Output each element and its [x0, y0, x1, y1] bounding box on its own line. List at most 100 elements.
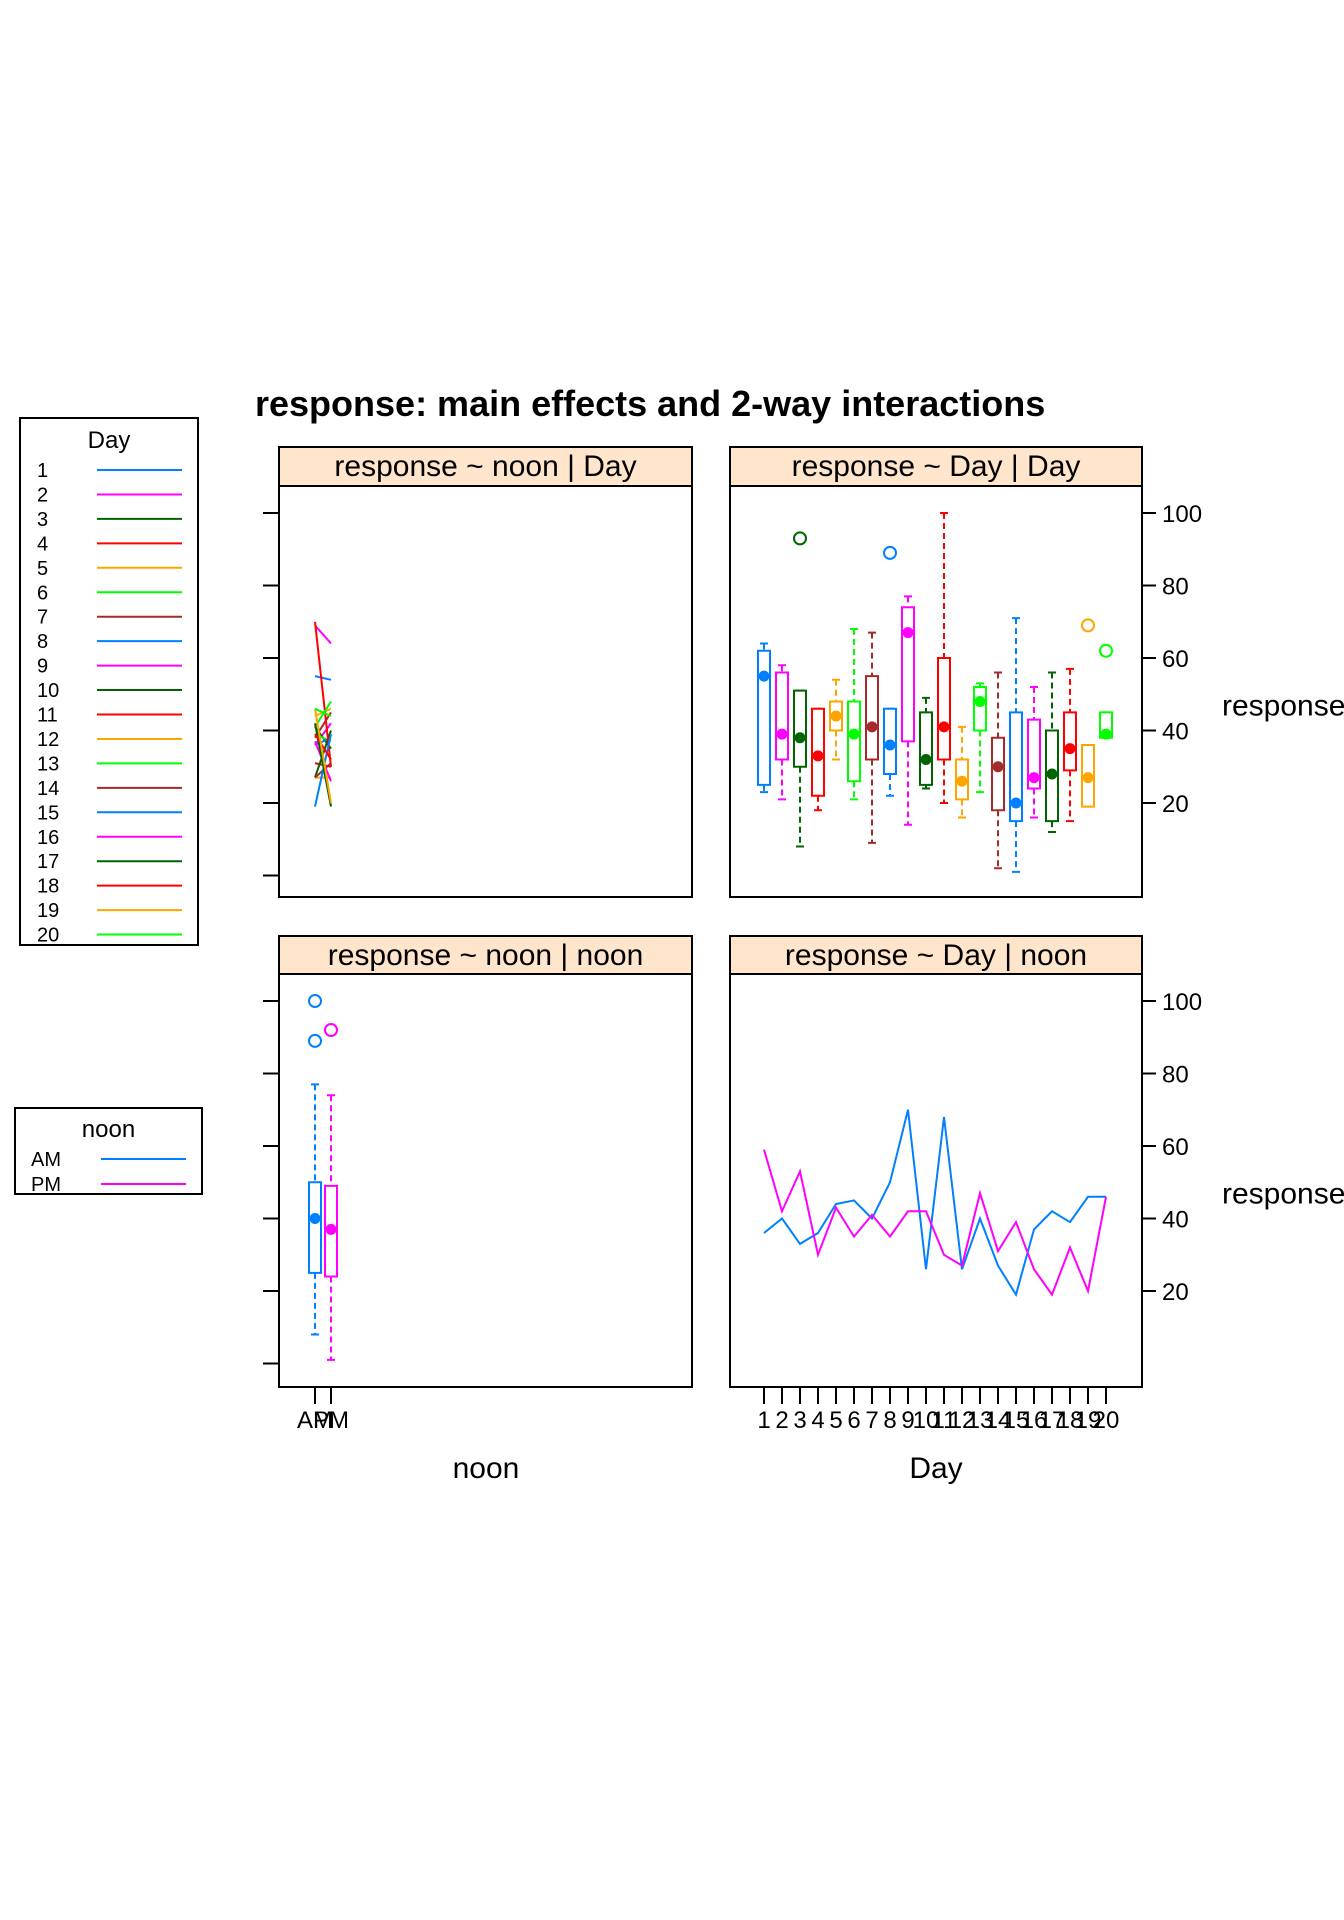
x-tick-label: 19	[1075, 1407, 1102, 1434]
median-dot	[1010, 797, 1022, 809]
box-1	[757, 642, 771, 794]
legend-label: PM	[31, 1174, 61, 1196]
median-dot	[794, 732, 806, 744]
box-body	[901, 606, 915, 743]
panel-frame	[729, 485, 1143, 898]
series-line-20	[314, 707, 332, 717]
panel-strip	[278, 446, 693, 487]
y-tick-label: 100	[1162, 989, 1202, 1016]
box-5	[829, 678, 843, 761]
x-tick-label: 3	[793, 1407, 806, 1434]
panel-marks	[314, 621, 332, 807]
median-dot	[830, 710, 842, 722]
legend-label: 8	[37, 631, 48, 653]
box-11	[937, 512, 951, 804]
panel-marks	[308, 994, 338, 1361]
box-body	[775, 671, 789, 761]
panel-marks	[757, 512, 1113, 873]
box-20	[1099, 643, 1113, 740]
median-dot	[1028, 772, 1040, 784]
legend-box	[19, 417, 199, 946]
x-tick-label: 16	[1021, 1407, 1048, 1434]
legend-label: 7	[37, 607, 48, 629]
median-dot	[956, 775, 968, 787]
x-tick-label: 11	[932, 1407, 957, 1434]
box-body	[991, 736, 1005, 812]
box-body	[757, 649, 771, 786]
panel-2: response ~ Day | Day	[729, 446, 1143, 898]
legend-label: AM	[31, 1149, 61, 1171]
y-tick-label: 80	[1162, 574, 1189, 601]
legend-label: 9	[37, 656, 48, 678]
box-2	[775, 664, 789, 801]
legend-label: 11	[37, 705, 58, 727]
box-18	[1063, 667, 1077, 823]
x-tick-label: 15	[1003, 1407, 1030, 1434]
legend-label: 14	[37, 778, 59, 800]
x-tick-label: 20	[1093, 1407, 1120, 1434]
median-dot	[920, 754, 932, 765]
box-body	[919, 711, 933, 786]
y-tick-label: 20	[1162, 1279, 1189, 1306]
outlier-point	[793, 531, 807, 546]
median-dot	[758, 670, 770, 682]
outlier-point	[883, 545, 897, 560]
legend-label: 18	[37, 876, 59, 898]
x-tick-label: 14	[985, 1407, 1012, 1434]
median-dot	[866, 721, 878, 733]
y-tick-label: 100	[1162, 501, 1202, 528]
y-axis-label: response	[1222, 690, 1344, 723]
median-dot	[776, 728, 788, 740]
x-tick-label: 9	[901, 1407, 914, 1434]
chart-title: response: main effects and 2-way interac…	[255, 383, 1045, 424]
box-4	[811, 707, 825, 812]
legend-label: 12	[37, 729, 59, 751]
x-tick-label: 5	[829, 1407, 842, 1434]
median-dot	[325, 1223, 337, 1235]
panel-4: response ~ Day | noon	[729, 935, 1143, 1388]
x-tick-label: PM	[313, 1407, 349, 1434]
median-dot	[992, 761, 1004, 773]
panel-marks	[763, 1109, 1107, 1298]
x-axis-label: Day	[909, 1452, 962, 1485]
series-line-9	[314, 624, 332, 645]
legend-label: 13	[37, 753, 59, 775]
legend-label: 3	[37, 509, 48, 531]
outlier-point	[324, 1023, 338, 1037]
y-tick-label: 20	[1162, 791, 1189, 818]
panel-strip	[278, 935, 693, 975]
box-body	[847, 700, 861, 783]
median-dot	[1064, 743, 1076, 755]
median-dot	[938, 721, 950, 733]
x-tick-label: 1	[757, 1407, 770, 1434]
axes: 20 40 60 80 100 response 20 40 60 80 100 response AM…	[263, 501, 1344, 1485]
box-AM	[308, 994, 322, 1336]
legend-label: 20	[37, 925, 59, 947]
median-dot	[1046, 768, 1058, 780]
outlier-point	[1099, 643, 1113, 658]
box-body	[1009, 711, 1023, 823]
box-PM	[324, 1023, 338, 1361]
y-tick-label: 60	[1162, 1134, 1189, 1161]
legend-label: 17	[37, 851, 59, 873]
x-tick-label: 18	[1057, 1407, 1084, 1434]
legend-label: 16	[37, 827, 59, 849]
box-13	[973, 682, 987, 794]
legend-label: 6	[37, 582, 48, 604]
panel-1: response ~ noon | Day	[278, 446, 693, 898]
x-tick-label: AM	[297, 1407, 333, 1434]
y-tick-label: 40	[1162, 1207, 1189, 1234]
legend-box	[14, 1107, 203, 1195]
x-tick-label: 17	[1039, 1407, 1066, 1434]
legend-label: 2	[37, 484, 48, 506]
box-7	[865, 631, 879, 844]
box-3	[793, 531, 807, 848]
series-line-19	[314, 708, 332, 804]
panel-strip	[729, 446, 1143, 487]
box-12	[955, 725, 969, 819]
x-tick-label: 8	[883, 1407, 896, 1434]
legend-label: 5	[37, 558, 48, 580]
panel-strip-label: response ~ Day | Day	[792, 450, 1081, 483]
x-axis-label: noon	[453, 1452, 520, 1485]
